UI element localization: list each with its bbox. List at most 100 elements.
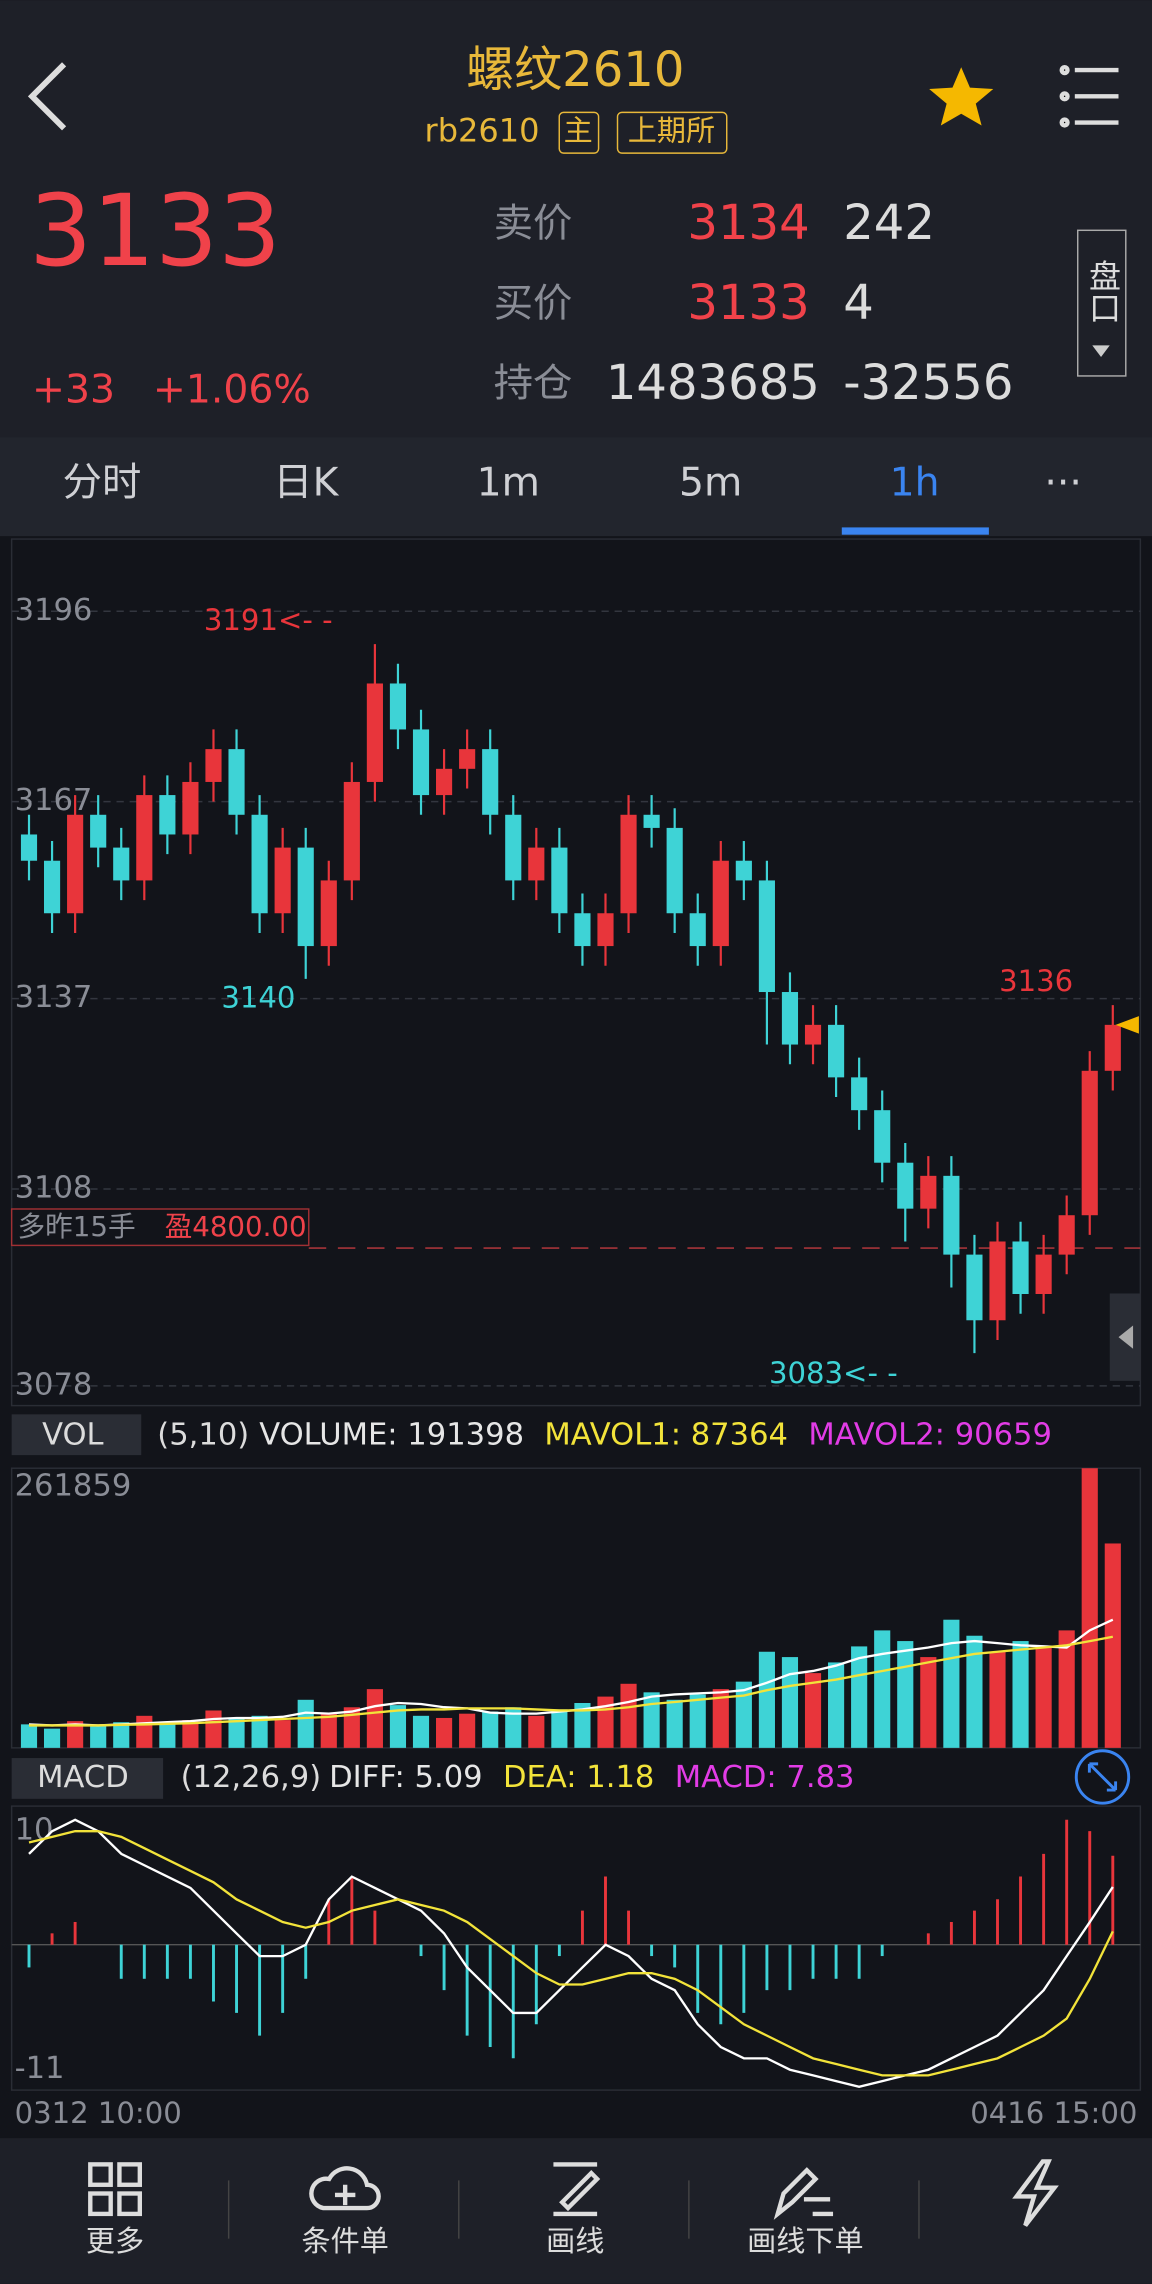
candle-body [551, 847, 568, 914]
tab[interactable]: 1h [890, 461, 940, 506]
candle-body [804, 1024, 822, 1045]
nav-bg [0, 2138, 1152, 2284]
bid-label: 买价 [494, 282, 573, 327]
tab[interactable]: 分时 [63, 461, 142, 506]
candle-body [43, 860, 61, 914]
candle-body [735, 860, 752, 881]
volume-bar [343, 1707, 360, 1748]
expand-button[interactable] [1074, 1749, 1131, 1805]
volume-bar [643, 1692, 660, 1748]
macd-line [28, 1818, 1114, 2088]
title: 螺纹2610 [466, 42, 684, 98]
last-price-marker [1115, 1016, 1139, 1034]
nav-label[interactable]: 更多 [86, 2224, 144, 2258]
candle-body [1058, 1215, 1075, 1255]
volume-bar [1058, 1630, 1075, 1748]
candle-body [758, 880, 775, 993]
candle-body [1012, 1241, 1029, 1295]
nav-label[interactable]: 画线 [546, 2224, 604, 2258]
volume-bar [412, 1715, 430, 1748]
volume-bar [897, 1641, 914, 1748]
vol-tab[interactable] [11, 1414, 142, 1456]
x-label: 0416 15:00 [970, 2096, 1137, 2130]
volume-bar [389, 1705, 407, 1748]
bid-volume: 4 [843, 275, 874, 331]
y-tick-label: 3167 [15, 783, 93, 818]
vol-name: VOL [42, 1418, 104, 1453]
volume-bar [574, 1703, 591, 1748]
oi-label: 持仓 [494, 362, 573, 407]
ask-volume: 242 [843, 195, 935, 251]
candle-body [320, 880, 337, 947]
candle-body [90, 814, 107, 848]
volume-bar [482, 1711, 499, 1748]
tab[interactable]: 5m [679, 461, 742, 506]
tab[interactable]: 1m [477, 461, 540, 506]
nav-label[interactable]: 条件单 [301, 2224, 388, 2258]
oi-change: -32556 [843, 355, 1013, 411]
volume-bar [228, 1717, 245, 1748]
volume-bar [666, 1699, 683, 1748]
x-label: 0312 10:00 [15, 2096, 182, 2130]
legend-entry: MAVOL2: 90659 [808, 1418, 1052, 1453]
volume-bar [874, 1630, 891, 1748]
candle-body [251, 814, 268, 914]
candle-body [459, 749, 476, 769]
candle-body [689, 913, 706, 947]
volume-bar [781, 1657, 799, 1748]
depth-label: 盘口 [1084, 259, 1122, 323]
candle-body [412, 729, 430, 796]
legend-entry: DEA: 1.18 [503, 1760, 654, 1795]
volume-bar [113, 1722, 130, 1748]
menu-button[interactable] [1059, 65, 1119, 128]
legend-entry: MACD: 7.83 [675, 1760, 855, 1795]
back-button[interactable] [27, 62, 67, 131]
depth-button[interactable] [1076, 229, 1127, 377]
vol-params: (5,10) [157, 1418, 249, 1453]
candle-body [920, 1175, 937, 1209]
volume-bar [251, 1715, 268, 1748]
macd-line [28, 1829, 1114, 2077]
candle-body [781, 992, 799, 1045]
volume-bar [436, 1717, 453, 1748]
candle-body [274, 847, 291, 914]
candle-body [574, 913, 591, 947]
candle-body [666, 827, 683, 914]
position-label: 多昨15手 [17, 1210, 135, 1243]
y-tick-label: -11 [15, 2051, 65, 2086]
macd-tab[interactable] [11, 1758, 164, 1799]
open-interest: 1483685 [606, 355, 820, 411]
low-annotation: 3083<- - [769, 1356, 898, 1390]
candle-body [943, 1175, 960, 1255]
tab[interactable]: 日K [273, 461, 339, 506]
candle-body [366, 683, 383, 782]
candle-body [67, 814, 84, 914]
nav-label[interactable]: 画线下单 [747, 2224, 863, 2258]
tab-underline [841, 527, 989, 535]
candle-body [20, 834, 38, 861]
panel-frame [10, 538, 1142, 1407]
tab[interactable]: ··· [1044, 461, 1082, 506]
candle-body [966, 1254, 983, 1321]
volume-bar [943, 1619, 960, 1748]
expand-icon [1087, 1762, 1118, 1792]
candle-body [182, 781, 199, 835]
candle-body [620, 814, 637, 914]
y-tick-label: 3196 [15, 593, 93, 628]
volume-bar [851, 1646, 868, 1748]
volume-bar [459, 1713, 476, 1748]
change: +33 [32, 367, 115, 412]
candle-body [113, 847, 130, 881]
candle-body [643, 814, 660, 828]
candle-body [228, 749, 245, 815]
side-toggle-arrow [1118, 1325, 1134, 1349]
volume-bar [920, 1657, 937, 1748]
panel-frame [10, 1805, 1142, 2091]
tabs-bg [0, 437, 1152, 537]
volume-bar [1104, 1543, 1121, 1748]
bid-price: 3133 [687, 275, 809, 331]
volume-bar [804, 1673, 822, 1748]
favorite-star[interactable] [929, 67, 994, 126]
volume-bar [136, 1715, 153, 1748]
